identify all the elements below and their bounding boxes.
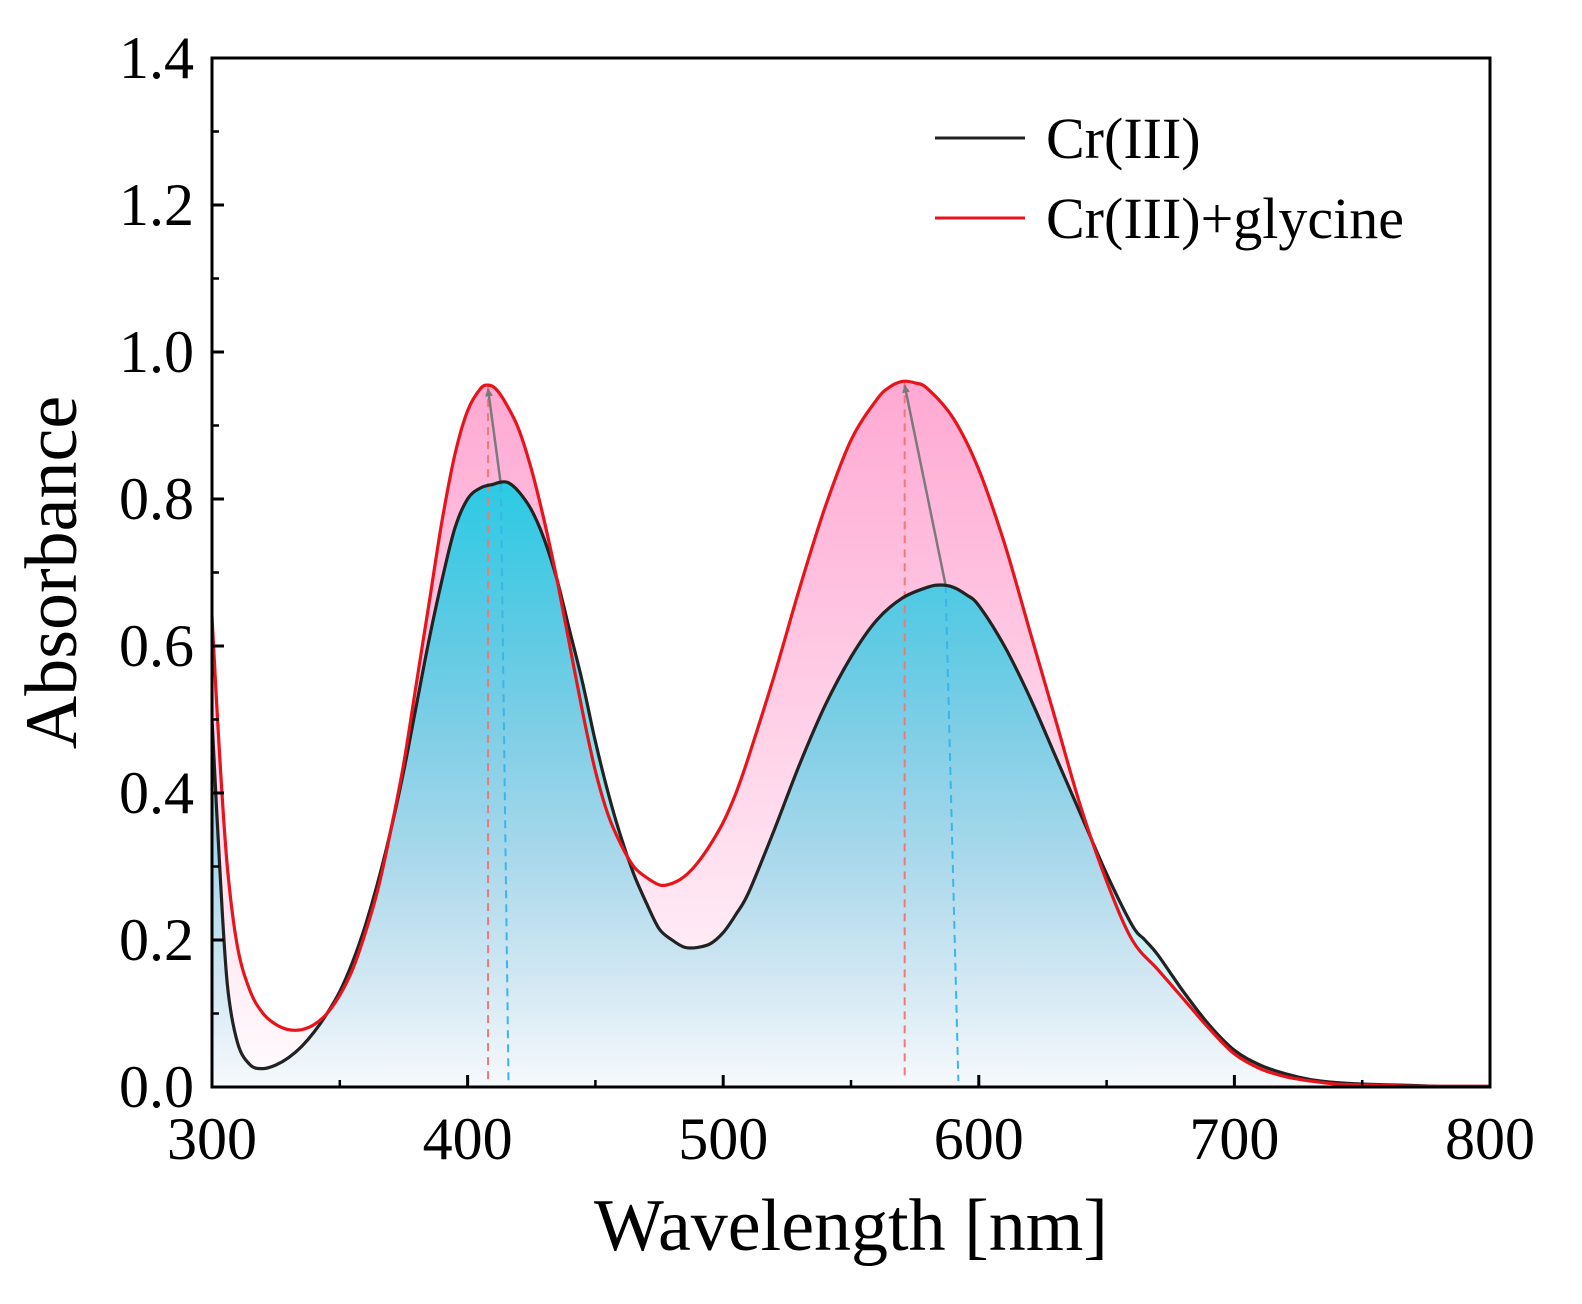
series-lines <box>210 379 1491 1088</box>
y-tick-label: 0.2 <box>119 907 194 973</box>
legend: Cr(III) Cr(III)+glycine <box>935 106 1404 251</box>
x-tick-label: 400 <box>423 1106 513 1172</box>
series-line-cr-glycine <box>210 379 1490 1088</box>
x-tick-label: 700 <box>1189 1106 1279 1172</box>
area-fill-cr <box>212 481 1490 1087</box>
y-tick-label: 1.0 <box>119 319 194 385</box>
area-fills <box>212 381 1490 1087</box>
y-tick-label: 0.8 <box>119 466 194 532</box>
y-tick-label: 0.4 <box>119 760 194 826</box>
y-tick-label: 0.0 <box>119 1054 194 1120</box>
y-tick-label: 1.4 <box>119 25 194 91</box>
peak-shift-arrow-2 <box>902 384 947 586</box>
y-axis-ticks: 0.0 0.2 0.4 0.6 0.8 1.0 1.2 1.4 <box>119 25 224 1120</box>
y-tick-label: 0.6 <box>119 613 194 679</box>
x-axis-ticks: 300 400 500 600 700 800 <box>167 1075 1535 1172</box>
annotations-layer <box>485 381 960 1082</box>
x-tick-label: 600 <box>934 1106 1024 1172</box>
series-line-cr <box>210 480 1491 1088</box>
y-tick-label: 1.2 <box>119 172 194 238</box>
peak-dashed-marker-2 <box>499 484 510 1082</box>
y-axis-title: Absorbance <box>11 396 93 749</box>
peak-shift-arrow-1 <box>485 388 503 485</box>
peak-dashed-marker-4 <box>944 584 960 1082</box>
legend-label-cr-glycine: Cr(III)+glycine <box>1046 186 1404 251</box>
x-tick-label: 800 <box>1445 1106 1535 1172</box>
x-tick-label: 500 <box>678 1106 768 1172</box>
x-axis-title: Wavelength [nm] <box>594 1185 1108 1267</box>
x-tick-label: 300 <box>167 1106 257 1172</box>
legend-label-cr: Cr(III) <box>1046 106 1201 171</box>
